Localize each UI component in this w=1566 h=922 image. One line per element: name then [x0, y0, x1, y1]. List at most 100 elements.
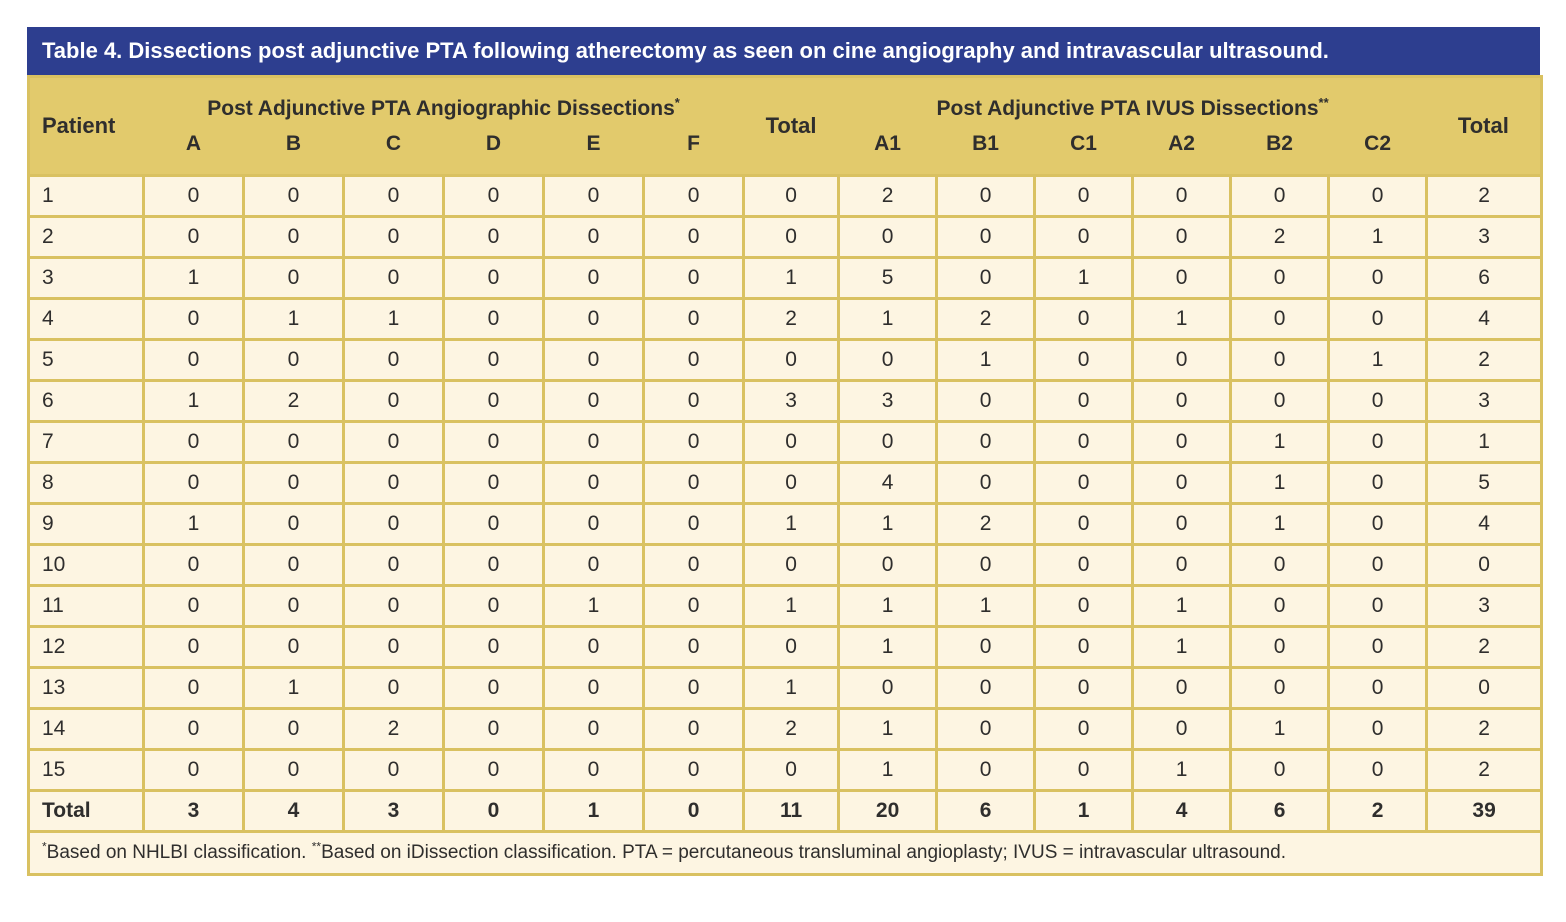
value-cell: 0	[442, 256, 545, 300]
value-cell: 0	[242, 215, 345, 259]
value-cell: 0	[542, 379, 645, 423]
value-cell: 0	[242, 707, 345, 751]
value-cell: 0	[242, 420, 345, 464]
value-cell: 0	[142, 420, 245, 464]
value-cell: 0	[542, 748, 645, 792]
value-cell: 0	[641, 789, 746, 833]
value-cell: 0	[442, 297, 545, 341]
value-cell: 1	[837, 748, 939, 792]
value-cell: 0	[935, 379, 1037, 423]
value-cell: 0	[542, 543, 645, 587]
value-cell: 5	[837, 256, 939, 300]
value-cell: 0	[837, 543, 939, 587]
table-figure: Table 4. Dissections post adjunctive PTA…	[26, 27, 1544, 876]
value-cell: 0	[837, 420, 939, 464]
value-cell: 0	[641, 338, 746, 382]
value-cell: 2	[1327, 789, 1429, 833]
value-cell: 0	[1327, 543, 1429, 587]
value-cell: 0	[742, 338, 841, 382]
value-cell: 1	[742, 666, 841, 710]
value-cell: 0	[1131, 174, 1233, 218]
value-cell: 0	[837, 338, 939, 382]
value-cell: 2	[242, 379, 345, 423]
value-cell: 0	[641, 256, 746, 300]
value-cell: 0	[442, 543, 545, 587]
value-cell: 0	[1033, 543, 1135, 587]
value-cell: 5	[1425, 461, 1544, 505]
group-header-ivus-label: Post Adjunctive PTA IVUS Dissections	[936, 97, 1319, 120]
table-row: 10 0 0 0 0 0 0 0 0 0 0 0 0 0 0	[27, 543, 1544, 587]
value-cell: 0	[1131, 420, 1233, 464]
value-cell: 0	[442, 584, 545, 628]
value-cell: 0	[1033, 420, 1135, 464]
patient-cell: 2	[27, 215, 145, 259]
value-cell: 0	[641, 215, 746, 259]
value-cell: 0	[542, 461, 645, 505]
patient-cell: 15	[27, 748, 145, 792]
value-cell: 0	[1229, 625, 1331, 669]
table-row: 15 0 0 0 0 0 0 0 1 0 0 1 0 0 2	[27, 748, 1544, 792]
col-header-patient: Patient	[28, 76, 144, 176]
sub-header-row: A B C D E F A1 B1 C1 A2 B2 C2	[29, 132, 1542, 176]
value-cell: 1	[142, 502, 245, 546]
value-cell: 0	[1327, 707, 1429, 751]
value-cell: 0	[1327, 748, 1429, 792]
value-cell: 3	[742, 379, 841, 423]
value-cell: 0	[641, 379, 746, 423]
value-cell: 0	[542, 707, 645, 751]
value-cell: 0	[342, 543, 445, 587]
patient-cell: 11	[27, 584, 145, 628]
value-cell: 6	[1425, 256, 1544, 300]
value-cell: 0	[641, 174, 746, 218]
value-cell: 2	[342, 707, 445, 751]
value-cell: 4	[1425, 297, 1544, 341]
value-cell: 1	[242, 297, 345, 341]
table-title: Table 4. Dissections post adjunctive PTA…	[27, 27, 1540, 75]
value-cell: 0	[641, 543, 746, 587]
value-cell: 0	[742, 174, 841, 218]
value-cell: 0	[1229, 543, 1331, 587]
value-cell: 0	[935, 707, 1037, 751]
value-cell: 0	[935, 174, 1037, 218]
value-cell: 0	[641, 666, 746, 710]
value-cell: 0	[1131, 461, 1233, 505]
value-cell: 0	[1033, 461, 1135, 505]
value-cell: 0	[1327, 256, 1429, 300]
value-cell: 0	[542, 420, 645, 464]
value-cell: 0	[1131, 338, 1233, 382]
value-cell: 1	[1131, 297, 1233, 341]
value-cell: 0	[1033, 625, 1135, 669]
patient-cell: 9	[27, 502, 145, 546]
value-cell: 3	[1425, 379, 1544, 423]
value-cell: 0	[142, 338, 245, 382]
patient-cell: 6	[27, 379, 145, 423]
value-cell: 0	[1327, 666, 1429, 710]
value-cell: 0	[242, 174, 345, 218]
total-row: Total 3 4 3 0 1 0 11 20 6 1 4 6 2 39	[27, 789, 1544, 833]
value-cell: 0	[142, 625, 245, 669]
value-cell: 0	[1131, 707, 1233, 751]
value-cell: 0	[542, 666, 645, 710]
value-cell: 2	[1425, 748, 1544, 792]
value-cell: 0	[142, 748, 245, 792]
value-cell: 0	[342, 338, 445, 382]
value-cell: 0	[1229, 666, 1331, 710]
value-cell: 3	[1425, 584, 1544, 628]
col-header-c: C	[343, 132, 444, 176]
value-cell: 0	[1229, 379, 1331, 423]
value-cell: 0	[935, 666, 1037, 710]
value-cell: 0	[242, 748, 345, 792]
value-cell: 0	[342, 748, 445, 792]
footnote-sup-marker: **	[311, 839, 322, 854]
value-cell: 0	[641, 707, 746, 751]
value-cell: 0	[142, 666, 245, 710]
value-cell: 1	[1033, 256, 1135, 300]
value-cell: 0	[442, 748, 545, 792]
